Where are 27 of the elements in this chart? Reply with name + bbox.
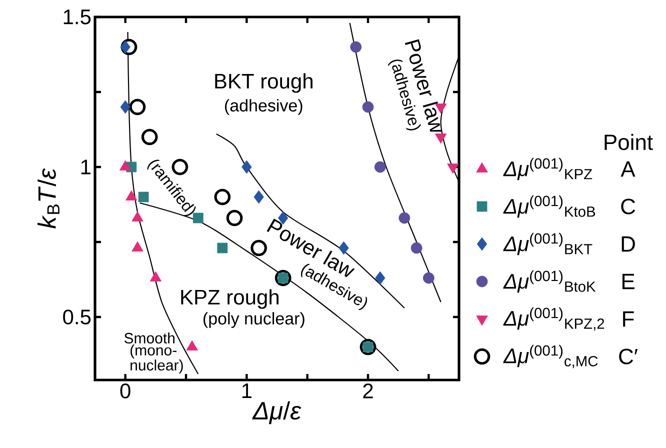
annotation: KPZ rough — [181, 289, 278, 309]
y-axis-title: k$_{B}$T/ε — [38, 168, 60, 228]
text: C′ — [619, 348, 638, 364]
legend-label: Δμ$^{(001)}$KPZ,2 — [503, 307, 604, 331]
legend-label: Δμ$^{(001)}$KtoB — [503, 195, 596, 218]
text: F — [623, 311, 634, 327]
annotation: (poly nuclear) — [204, 312, 304, 328]
y-tick-label: 1 — [81, 160, 90, 174]
legend-label: Δμ$^{(001)}$c,MC — [503, 344, 598, 368]
text: E — [622, 274, 634, 290]
legend-label: Δμ$^{(001)}$BtoK — [503, 270, 596, 293]
text: A — [620, 161, 636, 177]
y-tick-label: 1.5 — [64, 10, 91, 24]
text: D — [622, 236, 635, 252]
legend-title: Point — [604, 134, 653, 150]
legend-label: Δμ$^{(001)}$BKT — [503, 232, 592, 256]
annotation: (mono-nuclear) — [130, 344, 183, 374]
annotation: BKT rough — [215, 73, 312, 93]
y-tick-label: 0.5 — [63, 310, 91, 324]
x-tick-label: 1 — [242, 384, 252, 398]
annotation: (adhesive) — [225, 99, 302, 115]
annotation: Smooth — [124, 332, 174, 344]
x-tick-label: 2 — [363, 384, 373, 398]
x-tick-label: 0 — [120, 384, 130, 398]
legend-label: Δμ$^{(001)}$KPZ — [503, 158, 592, 180]
x-axis-title: Δμ/ε — [252, 401, 302, 424]
text: C — [621, 198, 636, 214]
